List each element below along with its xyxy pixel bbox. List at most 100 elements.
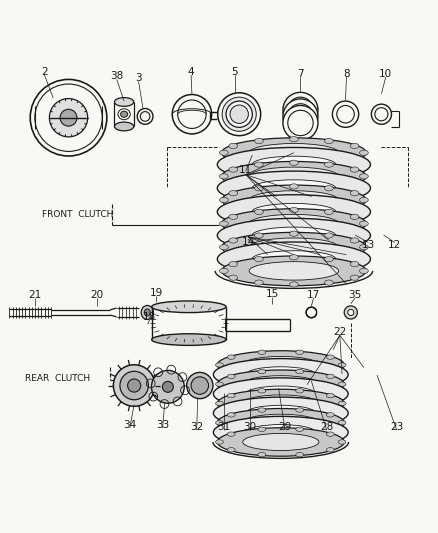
- Ellipse shape: [295, 427, 303, 432]
- Text: 38: 38: [110, 71, 123, 81]
- Ellipse shape: [289, 282, 297, 287]
- Ellipse shape: [350, 252, 358, 257]
- Text: 23: 23: [389, 422, 403, 432]
- Ellipse shape: [60, 109, 77, 126]
- Ellipse shape: [217, 389, 343, 418]
- Ellipse shape: [295, 395, 303, 399]
- Ellipse shape: [227, 432, 235, 437]
- Ellipse shape: [325, 393, 333, 398]
- Ellipse shape: [350, 228, 358, 233]
- Ellipse shape: [257, 408, 265, 412]
- Ellipse shape: [350, 167, 358, 172]
- Ellipse shape: [30, 79, 106, 156]
- Ellipse shape: [228, 275, 237, 280]
- Ellipse shape: [137, 109, 152, 124]
- Ellipse shape: [359, 197, 367, 203]
- Text: 22: 22: [332, 327, 346, 337]
- Ellipse shape: [324, 185, 332, 191]
- Ellipse shape: [254, 162, 263, 167]
- Text: 20: 20: [90, 290, 103, 300]
- Ellipse shape: [337, 363, 345, 367]
- Ellipse shape: [221, 256, 365, 286]
- Ellipse shape: [248, 238, 338, 256]
- Ellipse shape: [305, 307, 316, 318]
- Ellipse shape: [217, 428, 343, 456]
- Ellipse shape: [295, 453, 303, 457]
- Ellipse shape: [228, 262, 237, 266]
- Ellipse shape: [219, 174, 228, 179]
- Ellipse shape: [151, 370, 184, 403]
- Text: 10: 10: [378, 69, 392, 79]
- Ellipse shape: [283, 99, 317, 134]
- Ellipse shape: [337, 401, 345, 406]
- Ellipse shape: [254, 139, 263, 143]
- Ellipse shape: [141, 305, 153, 319]
- Ellipse shape: [227, 448, 235, 452]
- Ellipse shape: [337, 440, 345, 444]
- Ellipse shape: [350, 214, 358, 220]
- Ellipse shape: [324, 139, 332, 143]
- Ellipse shape: [227, 374, 235, 378]
- Ellipse shape: [221, 138, 365, 167]
- Text: 19: 19: [149, 288, 162, 298]
- Ellipse shape: [251, 204, 335, 220]
- Ellipse shape: [191, 377, 208, 394]
- Ellipse shape: [219, 268, 228, 273]
- Ellipse shape: [230, 105, 248, 124]
- Ellipse shape: [177, 100, 206, 128]
- Ellipse shape: [350, 204, 358, 209]
- Text: FRONT  CLUTCH: FRONT CLUTCH: [42, 211, 113, 220]
- Ellipse shape: [227, 393, 235, 398]
- Ellipse shape: [254, 256, 263, 262]
- Ellipse shape: [325, 355, 333, 359]
- Ellipse shape: [257, 375, 265, 380]
- Ellipse shape: [251, 251, 335, 268]
- Ellipse shape: [248, 262, 338, 280]
- Ellipse shape: [114, 122, 134, 131]
- Text: 3: 3: [135, 74, 141, 83]
- Ellipse shape: [374, 108, 387, 121]
- Ellipse shape: [228, 228, 237, 233]
- Ellipse shape: [227, 409, 235, 414]
- Ellipse shape: [221, 161, 365, 191]
- Ellipse shape: [289, 187, 297, 192]
- Ellipse shape: [213, 416, 347, 448]
- Ellipse shape: [324, 233, 332, 238]
- Ellipse shape: [217, 351, 343, 379]
- Ellipse shape: [213, 378, 347, 410]
- Ellipse shape: [289, 231, 297, 236]
- Ellipse shape: [325, 448, 333, 452]
- Ellipse shape: [325, 429, 333, 433]
- Ellipse shape: [242, 433, 318, 450]
- Ellipse shape: [242, 414, 318, 431]
- Ellipse shape: [257, 369, 265, 374]
- Ellipse shape: [254, 233, 263, 238]
- Ellipse shape: [254, 209, 263, 214]
- Text: 31: 31: [217, 422, 230, 432]
- Ellipse shape: [227, 413, 235, 417]
- Ellipse shape: [347, 309, 353, 316]
- Ellipse shape: [215, 421, 223, 425]
- Ellipse shape: [289, 235, 297, 240]
- Ellipse shape: [257, 414, 265, 418]
- Ellipse shape: [151, 334, 226, 345]
- Ellipse shape: [217, 171, 370, 205]
- Text: 7: 7: [297, 69, 303, 79]
- Ellipse shape: [113, 365, 155, 406]
- Ellipse shape: [289, 160, 297, 165]
- Ellipse shape: [242, 376, 318, 393]
- Text: 29: 29: [278, 422, 291, 432]
- Ellipse shape: [245, 367, 315, 382]
- Ellipse shape: [251, 180, 335, 197]
- Ellipse shape: [226, 101, 252, 127]
- Ellipse shape: [254, 162, 263, 167]
- Text: 35: 35: [348, 290, 361, 300]
- Ellipse shape: [217, 148, 370, 182]
- Ellipse shape: [217, 408, 343, 437]
- Ellipse shape: [140, 111, 150, 121]
- Text: 15: 15: [265, 289, 278, 298]
- Ellipse shape: [289, 184, 297, 189]
- Ellipse shape: [350, 275, 358, 280]
- Ellipse shape: [228, 191, 237, 196]
- Ellipse shape: [245, 424, 315, 440]
